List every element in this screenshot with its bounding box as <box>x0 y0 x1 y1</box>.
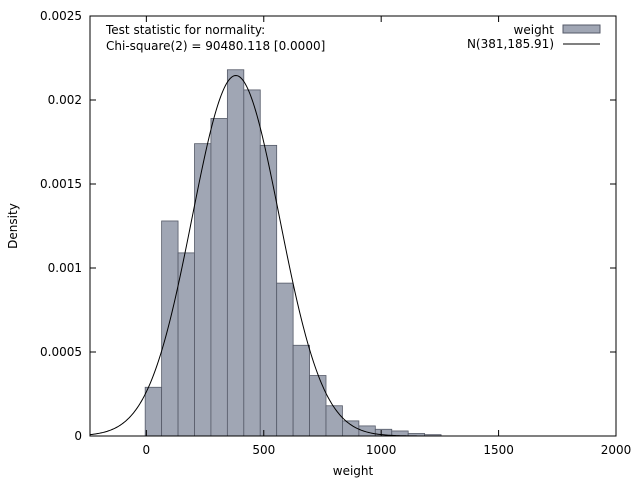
legend-swatch-histogram <box>562 24 601 34</box>
histogram-bar <box>243 89 261 437</box>
histogram-bar <box>161 220 179 437</box>
y-tick-label: 0.0015 <box>40 177 82 191</box>
axis-ticks: 0 500 1000 1500 2000 0 0.0005 0.001 0.0015 0.002 0… <box>40 9 631 457</box>
plot-frame <box>89 15 617 437</box>
legend-label-curve: N(381,185.91) <box>467 37 554 51</box>
y-tick-label: 0.0005 <box>40 345 82 359</box>
annotation-line-2: Chi-square(2) = 90480.118 [0.0000] <box>106 39 325 53</box>
histogram-bar <box>226 69 245 437</box>
histogram-bar <box>358 425 376 437</box>
x-tick-label: 2000 <box>601 443 632 457</box>
y-tick-label: 0.0025 <box>40 9 82 23</box>
histogram-bar <box>292 344 310 437</box>
x-tick-label: 0 <box>143 443 151 457</box>
y-tick-label: 0.001 <box>48 261 82 275</box>
histogram-bars <box>144 69 442 437</box>
histogram-bar <box>177 252 195 437</box>
y-tick-label: 0 <box>74 429 82 443</box>
x-tick-label: 1000 <box>366 443 397 457</box>
histogram-bar <box>309 375 327 437</box>
histogram-bar <box>144 386 163 437</box>
histogram-bar <box>194 143 212 437</box>
annotation-line-1: Test statistic for normality: <box>105 23 265 37</box>
x-tick-label: 500 <box>252 443 275 457</box>
x-axis-label: weight <box>333 464 374 478</box>
legend-label-histogram: weight <box>514 23 555 37</box>
y-axis-label: Density <box>6 203 20 249</box>
legend: weight N(381,185.91) <box>467 23 601 51</box>
histogram-bar <box>210 118 228 437</box>
x-tick-label: 1500 <box>483 443 514 457</box>
histogram-bar <box>325 405 343 437</box>
histogram-bar <box>276 282 294 437</box>
y-tick-label: 0.002 <box>48 93 82 107</box>
